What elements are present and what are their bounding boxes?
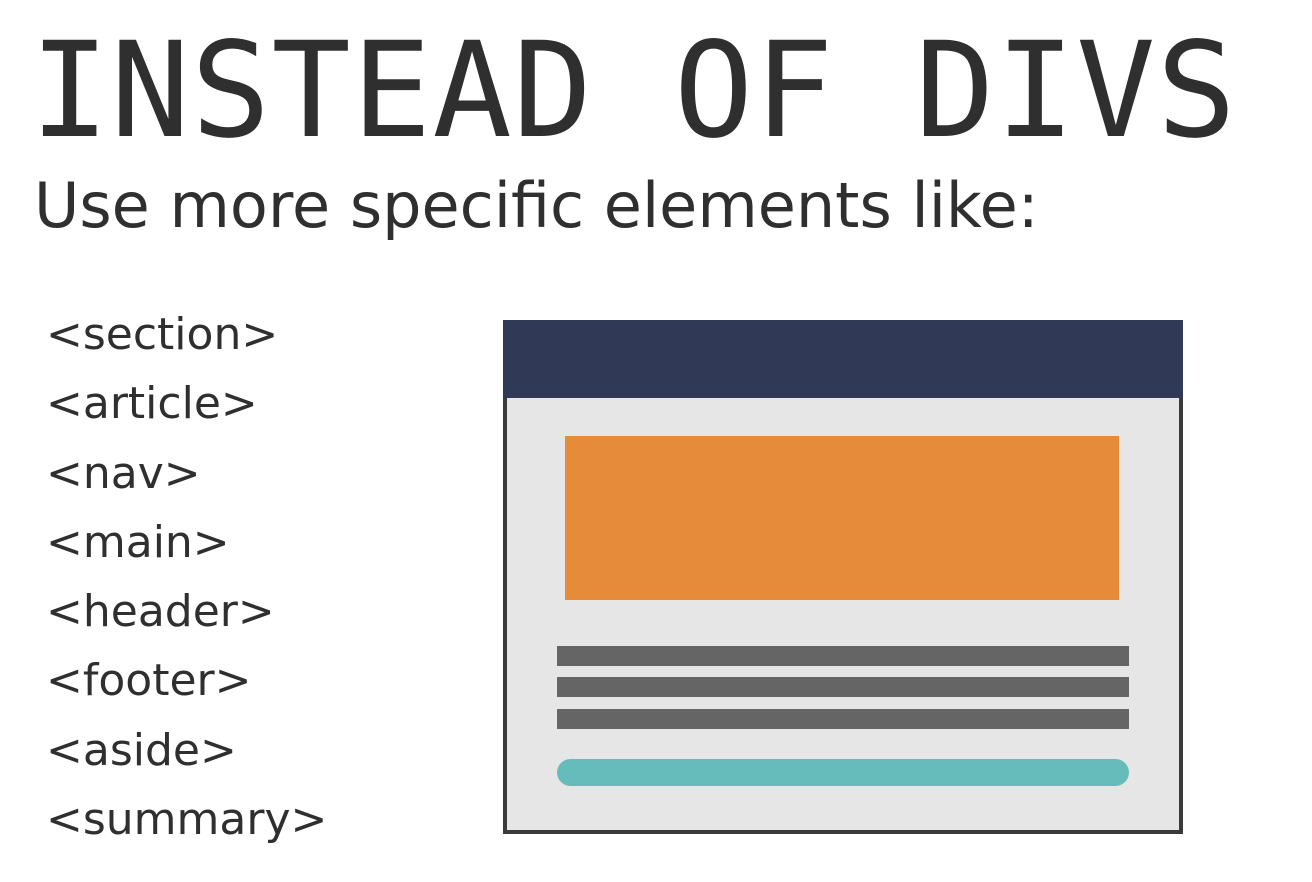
page-title: INSTEAD OF DIVS	[30, 14, 1238, 168]
mockup-header-bar	[503, 320, 1183, 398]
mockup-button-bar	[557, 759, 1129, 786]
mockup-text-line	[557, 677, 1129, 697]
list-item-header: <header>	[46, 586, 275, 638]
list-item-article: <article>	[46, 378, 258, 430]
list-item-nav: <nav>	[46, 447, 201, 499]
mockup-text-line	[557, 709, 1129, 729]
mockup-text-line	[557, 646, 1129, 666]
mockup-hero-block	[565, 436, 1119, 600]
list-item-aside: <aside>	[46, 724, 237, 776]
list-item-summary: <summary>	[46, 794, 328, 846]
element-list: <section> <article> <nav> <main> <header…	[46, 300, 327, 854]
list-item-main: <main>	[46, 516, 230, 568]
list-item-section: <section>	[46, 309, 279, 360]
list-item-footer: <footer>	[46, 655, 252, 707]
webpage-layout-illustration	[503, 320, 1183, 834]
subtitle: Use more specific elements like:	[34, 169, 1039, 242]
